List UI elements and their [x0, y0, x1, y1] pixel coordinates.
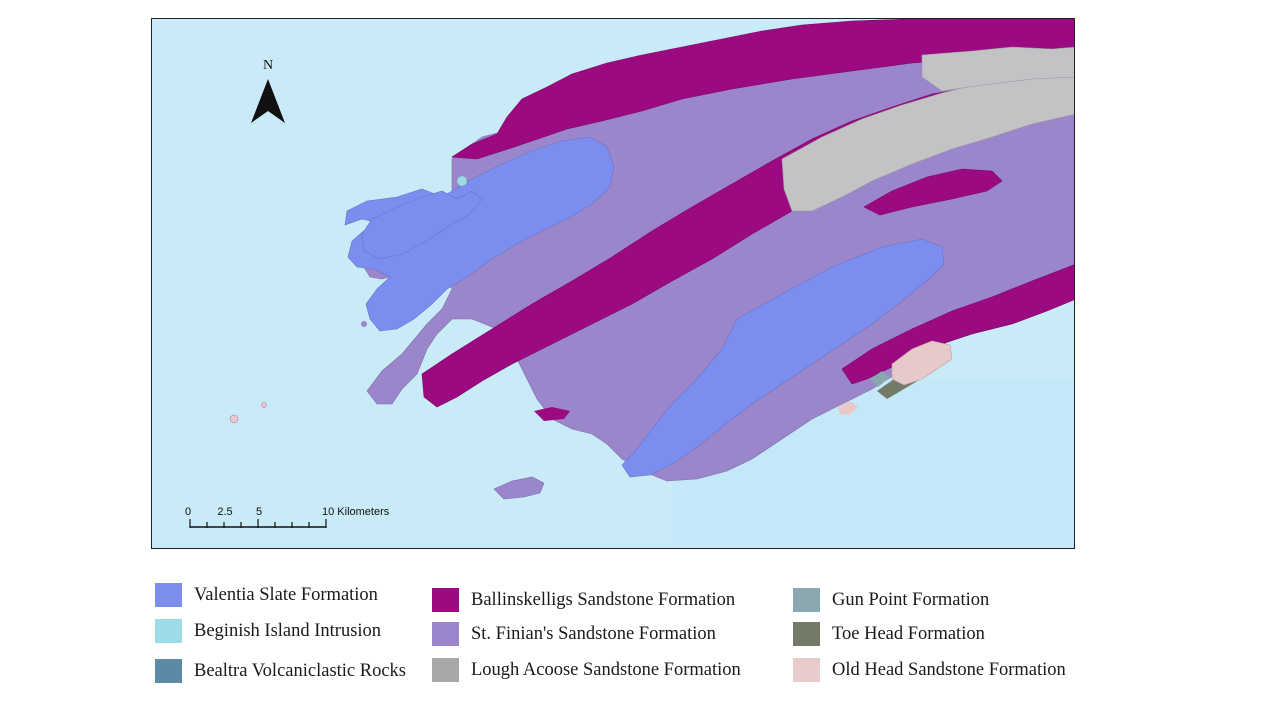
north-label: N [263, 58, 273, 73]
legend-swatch [432, 588, 459, 612]
scale-label-5: 5 [256, 506, 262, 518]
beginish-island [456, 175, 468, 187]
legend-swatch [155, 583, 182, 607]
legend-label: Valentia Slate Formation [194, 584, 378, 605]
legend-item-bealtra: Bealtra Volcaniclastic Rocks [155, 658, 406, 684]
valentia-slate-island [361, 190, 483, 260]
legend-label: Ballinskelligs Sandstone Formation [471, 589, 736, 610]
scale-label-2-5: 2.5 [217, 506, 232, 518]
legend-swatch [793, 622, 820, 646]
legend-swatch [793, 588, 820, 612]
legend-label: St. Finian's Sandstone Formation [471, 623, 716, 644]
legend-item-gun-point: Gun Point Formation [793, 587, 989, 613]
southern-islands [493, 476, 545, 500]
legend-label: Old Head Sandstone Formation [832, 659, 1066, 680]
sea-rock [261, 402, 267, 408]
scale-label-0: 0 [185, 506, 191, 518]
scale-bar: 0 2.5 5 10 Kilometers [185, 506, 390, 528]
legend-item-old-head: Old Head Sandstone Formation [793, 657, 1066, 683]
legend-swatch [432, 622, 459, 646]
legend-item-valentia-slate: Valentia Slate Formation [155, 582, 378, 608]
ballinskelligs-ellipse [863, 168, 1003, 216]
sea-rock [229, 414, 239, 424]
valentia-slate-south [621, 238, 945, 478]
legend-item-lough-acoose: Lough Acoose Sandstone Formation [432, 657, 741, 683]
legend-label: Lough Acoose Sandstone Formation [471, 659, 741, 680]
legend-item-beginish-island: Beginish Island Intrusion [155, 618, 381, 644]
legend-label: Toe Head Formation [832, 623, 985, 644]
legend-item-toe-head: Toe Head Formation [793, 621, 985, 647]
north-arrow: N [251, 58, 285, 123]
ballinskelligs-north-band [451, 19, 1074, 160]
legend-swatch [793, 658, 820, 682]
legend-swatch [155, 619, 182, 643]
legend-item-st-finians: St. Finian's Sandstone Formation [432, 621, 716, 647]
valentia-slate-northwest [344, 136, 615, 332]
ballinskelligs-small-patch [534, 407, 570, 421]
gun-point-strip [870, 371, 890, 387]
lough-acoose-northeast [921, 46, 1074, 92]
map-canvas: N 0 2.5 5 10 Kilometers [152, 19, 1074, 548]
legend-item-ballinskelligs: Ballinskelligs Sandstone Formation [432, 587, 735, 613]
north-arrow-icon [251, 79, 285, 123]
legend-label: Bealtra Volcaniclastic Rocks [194, 660, 407, 681]
lough-acoose-band [781, 68, 1074, 212]
scale-ticks [189, 519, 327, 528]
geology-map: N 0 2.5 5 10 Kilometers [151, 18, 1075, 549]
legend-label: Beginish Island Intrusion [194, 620, 382, 641]
old-head-islet [838, 401, 858, 415]
legend-swatch [432, 658, 459, 682]
legend-swatch [155, 659, 182, 683]
ballinskelligs-southeast-band [841, 264, 1074, 385]
islet [361, 321, 367, 327]
scale-label-10-km: 10 Kilometers [322, 506, 390, 518]
old-head-sandstone-patch [891, 340, 953, 386]
legend-label: Gun Point Formation [832, 589, 990, 610]
